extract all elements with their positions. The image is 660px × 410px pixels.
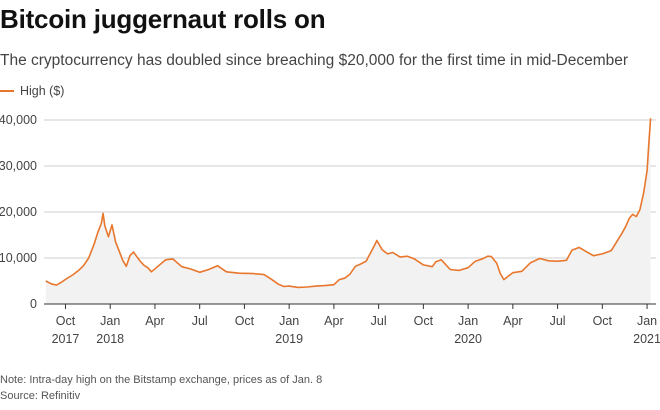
- x-tick-year: 2019: [275, 332, 303, 346]
- y-tick-label: 0: [30, 297, 37, 311]
- x-tick-label: Apr: [324, 314, 343, 328]
- x-tick-label: Jan: [279, 314, 299, 328]
- chart-title: Bitcoin juggernaut rolls on: [0, 4, 326, 34]
- series-area: [45, 118, 651, 304]
- x-tick-year: 2018: [96, 332, 124, 346]
- x-tick-year: 2017: [52, 332, 80, 346]
- y-tick-label: 40,000: [0, 113, 37, 127]
- x-tick-label: Apr: [503, 314, 522, 328]
- legend: High ($): [0, 84, 64, 98]
- x-tick-label: Jan: [100, 314, 120, 328]
- chart-note: Note: Intra-day high on the Bitstamp exc…: [0, 374, 323, 386]
- chart-source: Source: Refinitiv: [0, 390, 81, 402]
- chart-subtitle: The cryptocurrency has doubled since bre…: [0, 52, 629, 69]
- legend-label: High ($): [20, 84, 65, 98]
- x-tick-label: Oct: [235, 314, 255, 328]
- y-tick-label: 10,000: [0, 251, 37, 265]
- y-tick-label: 20,000: [0, 205, 37, 219]
- x-tick-year: 2021: [633, 332, 660, 346]
- series-line-high: [45, 118, 652, 289]
- x-tick-label: Jul: [371, 314, 387, 328]
- y-tick-label: 30,000: [0, 159, 37, 173]
- x-tick-label: Jul: [192, 314, 208, 328]
- legend-swatch: [0, 90, 14, 92]
- x-tick-label: Oct: [593, 314, 613, 328]
- x-tick-label: Jul: [550, 314, 566, 328]
- x-tick-label: Jan: [458, 314, 478, 328]
- x-tick-year: 2020: [454, 332, 482, 346]
- x-tick-label: Apr: [145, 314, 164, 328]
- x-tick-label: Oct: [414, 314, 434, 328]
- x-tick-label: Jan: [637, 314, 657, 328]
- x-tick-label: Oct: [56, 314, 76, 328]
